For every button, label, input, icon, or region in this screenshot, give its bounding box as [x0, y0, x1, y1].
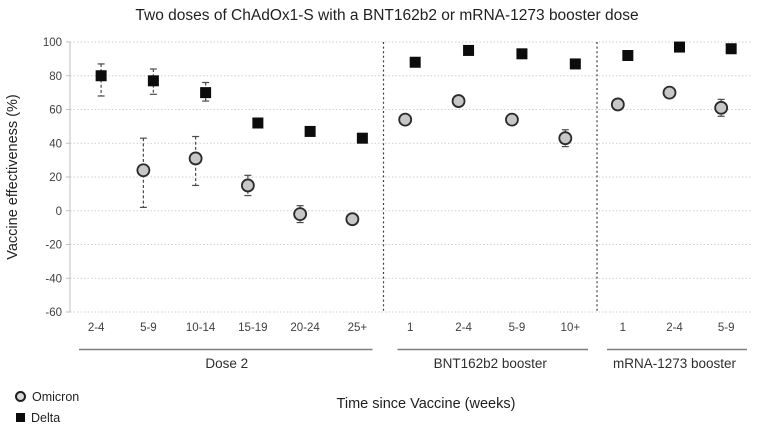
data-point-delta — [200, 87, 212, 99]
y-tick-label: -40 — [45, 273, 62, 285]
data-point-delta — [622, 50, 634, 61]
legend-item-delta: Delta — [15, 407, 79, 428]
data-point-omicron — [610, 97, 625, 112]
y-tick-label: 100 — [43, 37, 62, 49]
x-axis-title: Time since Vaccine (weeks) — [336, 396, 516, 412]
x-tick-label: 1 — [407, 322, 413, 334]
data-point-delta — [463, 44, 475, 56]
data-point-omicron — [714, 100, 729, 115]
chart-title: Two doses of ChAdOx1-S with a BNT162b2 o… — [135, 7, 639, 24]
omicron-marker-icon — [15, 391, 26, 402]
y-tick-label: 60 — [49, 105, 62, 117]
data-point-delta — [409, 56, 421, 68]
x-tick-label: 25+ — [348, 322, 368, 334]
y-tick-label: -60 — [45, 307, 62, 319]
y-tick-label: 40 — [49, 138, 62, 150]
data-point-delta — [569, 58, 581, 70]
x-tick-label: 20-24 — [290, 322, 320, 334]
legend-item-omicron: Omicron — [15, 386, 79, 407]
group-label: Dose 2 — [205, 356, 248, 371]
data-point-omicron — [293, 207, 308, 222]
data-point-delta — [304, 125, 316, 137]
x-tick-label: 2-4 — [88, 322, 105, 334]
data-point-delta — [95, 70, 107, 82]
x-tick-label: 10-14 — [186, 322, 216, 334]
data-point-omicron — [662, 85, 677, 100]
data-point-omicron — [558, 131, 573, 146]
data-point-delta — [674, 41, 685, 53]
data-point-omicron — [136, 163, 151, 178]
x-tick-label: 10+ — [561, 322, 581, 334]
x-tick-label: 5-9 — [509, 322, 526, 334]
legend: Omicron Delta — [15, 386, 79, 428]
legend-label-delta: Delta — [31, 410, 61, 425]
data-point-delta — [516, 48, 528, 60]
data-point-omicron — [240, 178, 255, 193]
x-tick-label: 2-4 — [666, 322, 683, 334]
x-tick-label: 2-4 — [455, 322, 472, 334]
y-tick-label: 80 — [49, 71, 62, 83]
legend-label-omicron: Omicron — [32, 389, 80, 404]
x-tick-label: 5-9 — [140, 322, 157, 334]
x-tick-label: 5-9 — [718, 322, 735, 334]
y-tick-label: -20 — [45, 240, 62, 252]
group-label: BNT162b2 booster — [434, 356, 548, 371]
group-label: mRNA-1273 booster — [613, 356, 737, 371]
data-point-delta — [725, 43, 737, 55]
x-tick-label: 15-19 — [238, 322, 267, 334]
y-tick-label: 0 — [56, 206, 62, 218]
data-point-delta — [252, 117, 264, 129]
data-point-omicron — [451, 94, 466, 108]
data-point-delta — [356, 132, 368, 144]
y-tick-label: 20 — [49, 172, 62, 184]
delta-marker-icon — [16, 413, 25, 422]
data-point-omicron — [398, 112, 413, 127]
data-point-delta — [147, 75, 159, 87]
data-point-omicron — [505, 112, 519, 127]
data-point-omicron — [188, 151, 203, 166]
x-tick-label: 1 — [620, 322, 626, 334]
data-point-omicron — [345, 212, 360, 227]
